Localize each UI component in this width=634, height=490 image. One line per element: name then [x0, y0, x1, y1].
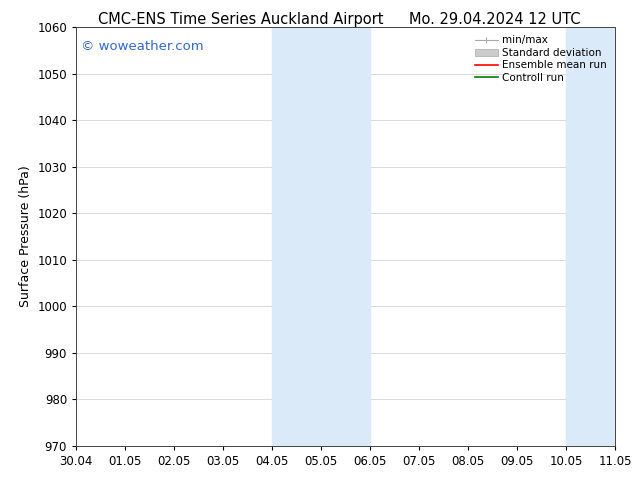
Bar [566, 27, 634, 446]
Text: CMC-ENS Time Series Auckland Airport: CMC-ENS Time Series Auckland Airport [98, 12, 384, 27]
Legend: min/max, Standard deviation, Ensemble mean run, Controll run: min/max, Standard deviation, Ensemble me… [472, 32, 610, 86]
Text: Mo. 29.04.2024 12 UTC: Mo. 29.04.2024 12 UTC [409, 12, 580, 27]
Y-axis label: Surface Pressure (hPa): Surface Pressure (hPa) [19, 166, 32, 307]
Text: © woweather.com: © woweather.com [81, 40, 204, 52]
Bar [272, 27, 370, 446]
